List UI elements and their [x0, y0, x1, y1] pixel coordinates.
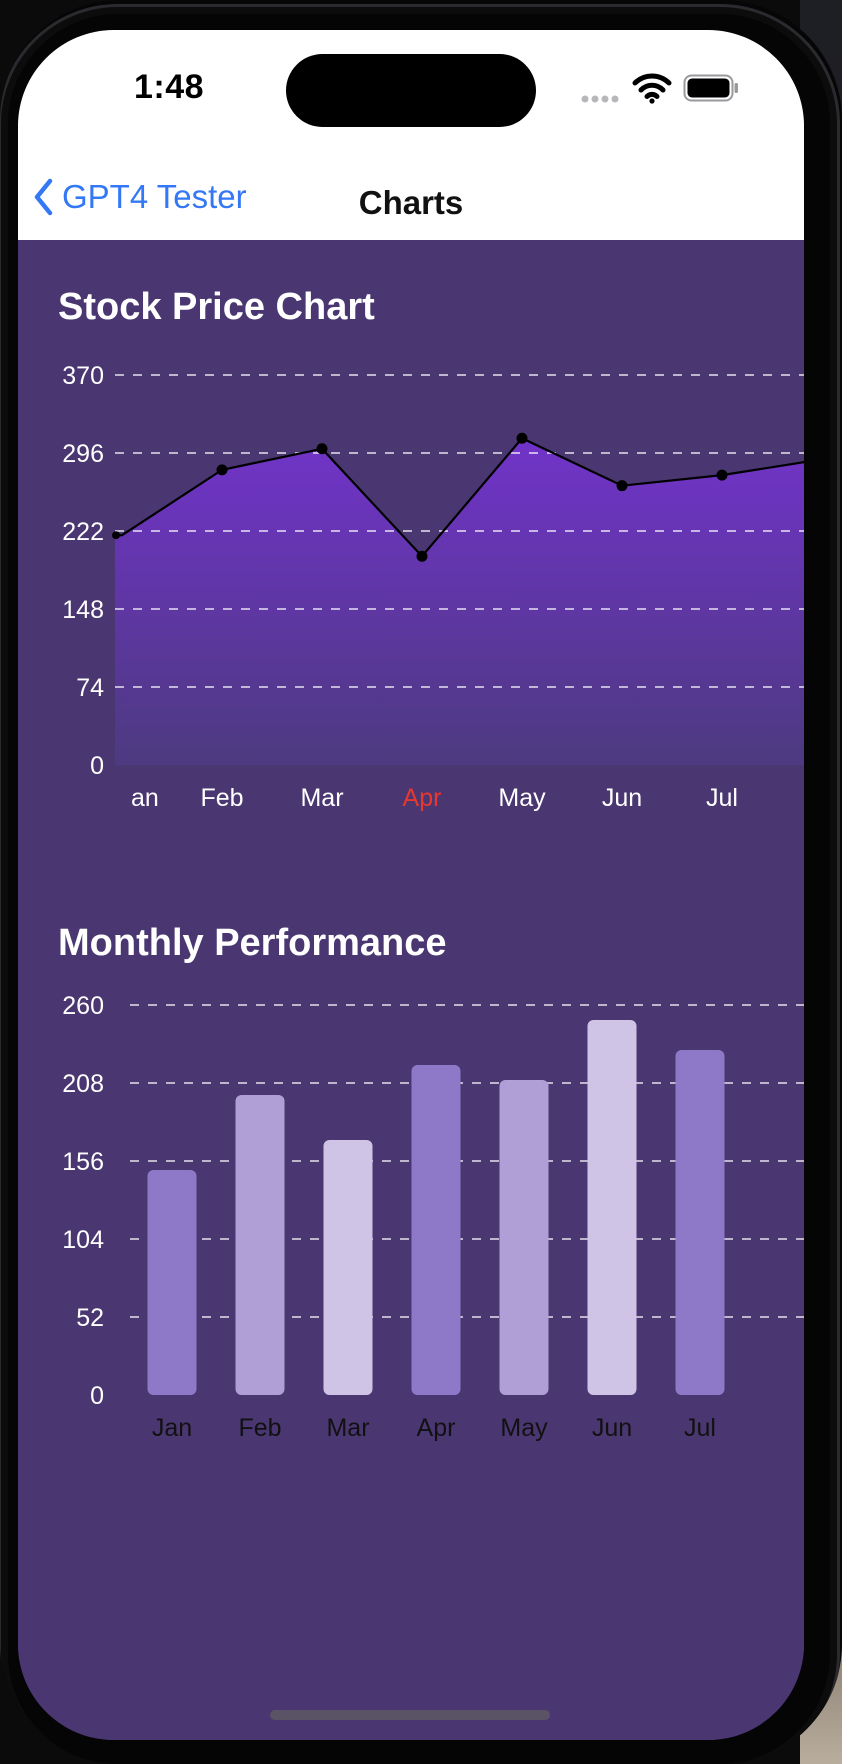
- stock-data-point: [717, 470, 728, 481]
- perf-x-tick-label: Feb: [238, 1414, 281, 1442]
- stock-x-tick-label: Feb: [200, 784, 243, 812]
- perf-x-tick-label: Jul: [684, 1414, 716, 1442]
- stock-y-tick-label: 0: [90, 752, 104, 780]
- perf-bar: [148, 1170, 197, 1395]
- stock-x-tick-label: May: [498, 784, 546, 812]
- perf-y-tick-label: 0: [90, 1382, 104, 1410]
- stock-y-tick-label: 74: [76, 674, 104, 702]
- perf-y-tick-label: 104: [62, 1226, 104, 1254]
- status-bar: 1:48: [18, 30, 804, 240]
- perf-x-tick-label: Mar: [326, 1414, 369, 1442]
- stock-data-point: [112, 531, 120, 539]
- home-indicator: [270, 1710, 550, 1720]
- charts-content: Stock Price Chart 0 74 148 222 296 370 an Feb Ma…: [18, 240, 804, 1740]
- perf-x-tick-label: Apr: [417, 1414, 456, 1442]
- stock-x-tick-label: Mar: [300, 784, 343, 812]
- phone-screen: 1:48: [18, 30, 804, 1740]
- stock-data-point: [417, 551, 428, 562]
- stock-chart-title: Stock Price Chart: [58, 286, 375, 329]
- perf-bar: [324, 1140, 373, 1395]
- monthly-performance-chart: 0 52 104 156 208 260 Jan Feb Mar Apr May Jun Jul: [18, 970, 804, 1730]
- stock-x-tick-label: Jul: [706, 784, 738, 812]
- perf-x-tick-label: Jun: [592, 1414, 632, 1442]
- stock-x-tick-label: an: [131, 784, 159, 812]
- perf-bar: [676, 1050, 725, 1395]
- perf-bar: [500, 1080, 549, 1395]
- stock-y-tick-label: 148: [62, 596, 104, 624]
- stock-data-point: [617, 480, 628, 491]
- battery-icon: [683, 74, 739, 102]
- stock-y-tick-label: 222: [62, 518, 104, 546]
- stock-data-point: [217, 464, 228, 475]
- perf-bar: [412, 1065, 461, 1395]
- perf-y-tick-label: 52: [76, 1304, 104, 1332]
- perf-bar: [236, 1095, 285, 1395]
- perf-bar: [588, 1020, 637, 1395]
- navigation-bar: GPT4 Tester Charts: [18, 160, 804, 238]
- stock-data-point: [317, 443, 328, 454]
- perf-y-tick-label: 260: [62, 992, 104, 1020]
- dynamic-island: [286, 54, 536, 127]
- wifi-icon: [632, 72, 672, 104]
- stock-data-point: [517, 433, 528, 444]
- perf-y-tick-label: 156: [62, 1148, 104, 1176]
- perf-y-tick-label: 208: [62, 1070, 104, 1098]
- stock-price-chart: 074148222296370anFebMarAprMayJunJulAu: [18, 340, 804, 940]
- perf-x-tick-label: Jan: [152, 1414, 192, 1442]
- cellular-icon: [581, 94, 621, 104]
- performance-chart-title: Monthly Performance: [58, 922, 447, 965]
- stock-area-fill: [115, 438, 804, 765]
- stock-y-tick-label: 296: [62, 440, 104, 468]
- stock-x-tick-label: Jun: [602, 784, 642, 812]
- stock-x-tick-label: Apr: [403, 784, 442, 812]
- perf-x-tick-label: May: [500, 1414, 548, 1442]
- status-time: 1:48: [114, 68, 224, 107]
- stock-y-tick-label: 370: [62, 362, 104, 390]
- page-title: Charts: [18, 184, 804, 222]
